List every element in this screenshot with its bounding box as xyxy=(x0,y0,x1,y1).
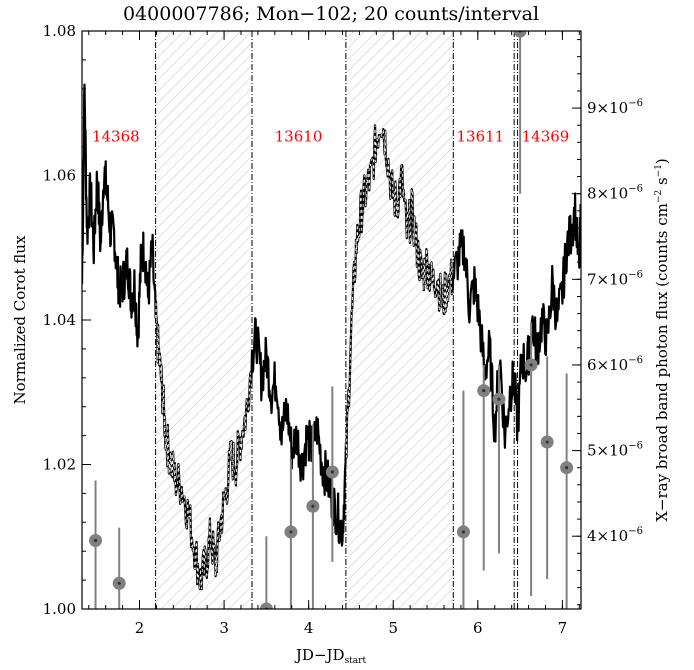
y2-tick-exponent: −6 xyxy=(628,269,643,280)
corot-line-gap-1 xyxy=(345,125,453,458)
y2-label-mid: s xyxy=(653,177,671,189)
xray-series xyxy=(89,31,574,609)
xray-point-center-4 xyxy=(311,504,315,508)
y2-tick-exponent: −6 xyxy=(628,526,643,537)
interval-boundaries xyxy=(155,31,519,609)
hatched-interval-0 xyxy=(155,31,252,609)
y2-axis-ticks: 4×10−65×10−66×10−67×10−68×10−69×10−6 xyxy=(572,39,643,606)
xray-point-center-1 xyxy=(117,581,121,585)
xray-point-2 xyxy=(259,602,273,609)
observation-label-3: 14369 xyxy=(522,128,570,146)
corot-line-gap-0 xyxy=(155,301,252,590)
observation-label-2: 13611 xyxy=(456,128,504,146)
observation-label-0: 14368 xyxy=(92,128,140,146)
y2-tick-label-2: 6×10−6 xyxy=(587,355,643,374)
xray-point-center-12 xyxy=(565,466,569,470)
x-axis-label-subscript: start xyxy=(345,656,367,666)
xray-point-center-3 xyxy=(289,530,293,534)
y2-tick-label-3: 7×10−6 xyxy=(587,269,643,288)
y-tick-label-1: 1.02 xyxy=(43,456,76,474)
x-tick-label-0: 2 xyxy=(135,619,145,637)
y2-tick-label-4: 8×10−6 xyxy=(587,184,643,203)
hatched-intervals xyxy=(155,31,454,609)
y-tick-label-0: 1.00 xyxy=(43,600,76,618)
xray-point-center-11 xyxy=(545,440,549,444)
chart-title: 0400007786; Mon−102; 20 counts/interval xyxy=(123,3,539,25)
x-axis-label: JD−JDstart xyxy=(294,646,367,666)
y2-tick-mantissa: 8×10 xyxy=(587,185,628,203)
xray-point-center-8 xyxy=(497,397,501,401)
y2-tick-mantissa: 5×10 xyxy=(587,442,628,460)
y2-tick-label-1: 5×10−6 xyxy=(587,441,643,460)
x-tick-label-2: 4 xyxy=(304,619,314,637)
xray-point-center-10 xyxy=(529,363,533,367)
y2-tick-exponent: −6 xyxy=(628,184,643,195)
x-tick-label-3: 5 xyxy=(388,619,398,637)
y-axis-ticks: 1.00 1.02 1.04 1.06 1.08 xyxy=(43,22,91,618)
xray-point-center-7 xyxy=(482,389,486,393)
xray-point-center-0 xyxy=(93,538,98,543)
y2-tick-mantissa: 4×10 xyxy=(587,527,628,545)
y-tick-label-2: 1.04 xyxy=(43,311,76,329)
x-axis-ticks: 2 3 4 5 6 7 xyxy=(88,31,580,637)
y2-tick-label-0: 4×10−6 xyxy=(587,526,643,545)
y2-label-sup1: −2 xyxy=(654,190,664,203)
y2-tick-mantissa: 7×10 xyxy=(587,270,628,288)
y2-tick-exponent: −6 xyxy=(628,441,643,452)
x-tick-label-4: 6 xyxy=(473,619,483,637)
y2-tick-exponent: −6 xyxy=(628,355,643,366)
x-axis-label-main: JD−JD xyxy=(294,646,345,664)
y2-label-end: ) xyxy=(653,158,671,164)
y2-tick-mantissa: 6×10 xyxy=(587,356,628,374)
x-tick-label-5: 7 xyxy=(558,619,568,637)
xray-point-center-5 xyxy=(330,470,334,474)
y2-tick-mantissa: 9×10 xyxy=(587,99,628,117)
hatched-interval-1 xyxy=(345,31,454,609)
y-axis-label: Normalized Corot flux xyxy=(11,235,29,404)
y-tick-label-4: 1.08 xyxy=(43,22,76,40)
y2-label-main: X−ray broad band photon flux (counts cm xyxy=(653,203,671,522)
x-tick-label-1: 3 xyxy=(219,619,229,637)
observation-label-1: 13610 xyxy=(275,128,323,146)
xray-point-center-6 xyxy=(461,530,466,534)
y2-tick-exponent: −6 xyxy=(628,98,643,109)
xray-point-9 xyxy=(513,31,527,38)
y-tick-label-3: 1.06 xyxy=(43,167,76,185)
observation-labels: 14368 13610 13611 14369 xyxy=(92,128,569,146)
y2-tick-label-5: 9×10−6 xyxy=(587,98,643,117)
y2-axis-label: X−ray broad band photon flux (counts cm−… xyxy=(653,158,671,522)
y2-label-sup2: −1 xyxy=(654,164,664,177)
